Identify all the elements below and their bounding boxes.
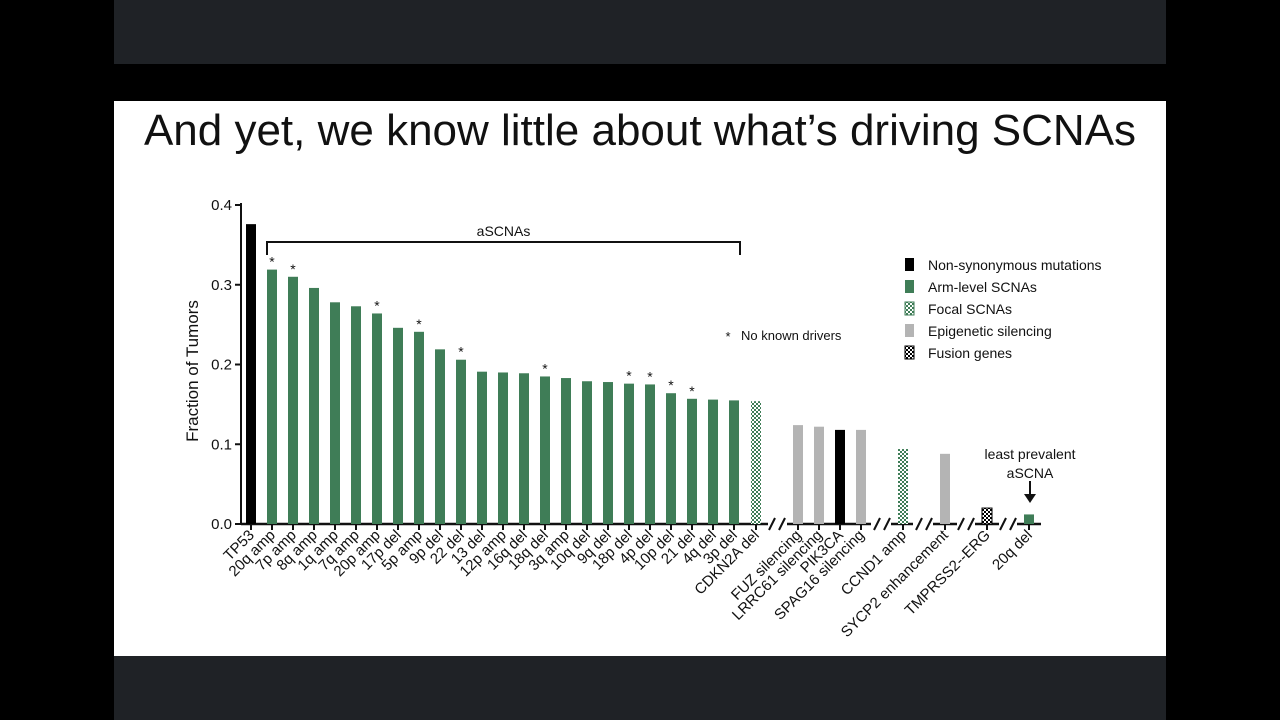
bar-20q-amp: [267, 269, 277, 524]
bar-tp53: [246, 224, 256, 524]
y-tick-label: 0.3: [211, 277, 232, 294]
bar-cdkn2a-del: [751, 401, 761, 524]
bar-5p-amp: [414, 331, 424, 524]
legend-label-arm-level-scnas: Arm-level SCNAs: [928, 279, 1037, 295]
star-note-icon: *: [725, 329, 730, 344]
no-known-driver-star: *: [647, 368, 653, 384]
bar-ccnd1-amp: [898, 449, 908, 524]
bar-18q-del: [540, 376, 550, 524]
no-known-driver-star: *: [269, 254, 275, 270]
no-known-driver-star: *: [458, 344, 464, 360]
axis-break-mark: [873, 517, 881, 531]
legend-label-focal-scnas: Focal SCNAs: [928, 301, 1012, 317]
bar-3q-amp: [561, 378, 571, 524]
bar-fuz-silencing: [793, 425, 803, 524]
y-axis-label: Fraction of Tumors: [183, 300, 202, 442]
legend-swatch-focal-scnas: [904, 301, 915, 316]
y-tick-label: 0.2: [211, 357, 232, 374]
axis-break-mark: [778, 517, 786, 531]
bar-10p-del: [666, 393, 676, 524]
x-tick-label-20q-del: 20q del: [989, 527, 1036, 574]
annotation-line-2: aSCNA: [1007, 465, 1054, 481]
axis-break-mark: [925, 517, 933, 531]
no-known-driver-star: *: [290, 261, 296, 277]
no-known-driver-star: *: [689, 383, 695, 399]
legend-swatch-epigenetic-silencing: [905, 324, 914, 337]
bar-10q-del: [582, 381, 592, 524]
slide-title: And yet, we know little about what’s dri…: [143, 106, 1137, 155]
legend-label-fusion-genes: Fusion genes: [928, 345, 1012, 361]
legend-swatch-fusion-genes: [904, 345, 915, 360]
bar-9q-del: [603, 382, 613, 524]
bar-22-del: [456, 359, 466, 524]
legend-label-non-synonymous-mutations: Non-synonymous mutations: [928, 257, 1102, 273]
axis-break-mark: [1009, 517, 1017, 531]
annotation-line-1: least prevalent: [984, 446, 1075, 462]
bar-4p-del: [645, 384, 655, 524]
bar-lrrc61-silencing: [814, 426, 824, 524]
ascna-bracket-label: aSCNAs: [477, 223, 531, 239]
bar-20p-amp: [372, 313, 382, 524]
bar-pik3ca: [835, 429, 845, 524]
bar-17p-del: [393, 327, 403, 524]
bar-18p-del: [624, 383, 634, 524]
bar-13-del: [477, 371, 487, 524]
axis-break-mark: [883, 517, 891, 531]
y-tick-label: 0.0: [211, 516, 232, 533]
bar-7q-amp: [351, 306, 361, 524]
y-tick-label: 0.1: [211, 436, 232, 453]
bottom-letterbox: [114, 656, 1166, 720]
axis-break-mark: [957, 517, 965, 531]
star-note-text: No known drivers: [741, 328, 842, 343]
bar-3p-del: [729, 400, 739, 524]
bar-tmprss2-erg: [981, 507, 993, 525]
axis-break-mark: [768, 517, 776, 531]
no-known-driver-star: *: [374, 297, 380, 313]
bar-sycp2-enhancement: [940, 453, 950, 524]
axis-break-mark: [915, 517, 923, 531]
slide: And yet, we know little about what’s dri…: [114, 101, 1166, 656]
bar-9p-del: [435, 349, 445, 524]
axis-break-mark: [999, 517, 1007, 531]
bar-7p-amp: [288, 276, 298, 524]
ascna-bracket: [266, 241, 741, 255]
legend-label-epigenetic-silencing: Epigenetic silencing: [928, 323, 1052, 339]
annotation-arrow-head: [1024, 494, 1036, 503]
bar-20q-del: [1024, 514, 1034, 524]
legend-swatch-non-synonymous-mutations: [905, 258, 914, 271]
no-known-driver-star: *: [416, 316, 422, 332]
bar-21-del: [687, 398, 697, 524]
bar-1q-amp: [330, 302, 340, 524]
legend-swatch-arm-level-scnas: [905, 280, 914, 293]
bar-spag16-silencing: [856, 429, 866, 524]
no-known-driver-star: *: [542, 360, 548, 376]
bar-16q-del: [519, 373, 529, 524]
bar-4q-del: [708, 399, 718, 524]
no-known-driver-star: *: [668, 377, 674, 393]
no-known-driver-star: *: [626, 368, 632, 384]
bar-8q-amp: [309, 287, 319, 524]
bar-12p-amp: [498, 372, 508, 524]
axis-break-mark: [967, 517, 975, 531]
top-letterbox: [114, 0, 1166, 64]
y-tick-label: 0.4: [211, 197, 232, 214]
